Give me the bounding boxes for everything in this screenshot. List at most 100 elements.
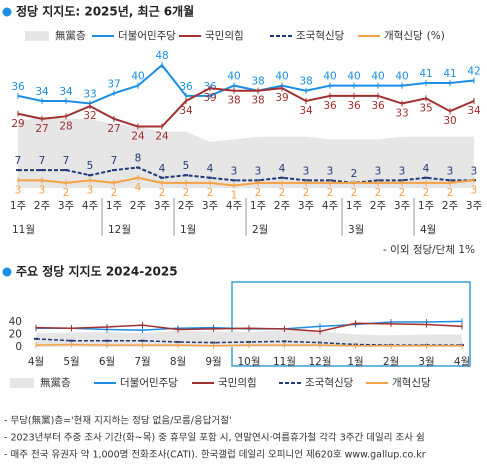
data-label: 2	[159, 187, 166, 199]
data-label: 2	[399, 187, 406, 199]
marker	[280, 176, 284, 179]
line	[17, 87, 475, 128]
marker	[247, 341, 251, 343]
data-label: 36	[323, 100, 337, 112]
data-label: 2	[447, 187, 454, 199]
x-tick-label: 2주	[274, 200, 291, 212]
data-label: 5	[183, 160, 190, 172]
data-label: 34	[59, 86, 73, 98]
data-label: 24	[131, 131, 145, 143]
title-bullet	[2, 7, 12, 17]
data-label: 2	[375, 187, 382, 199]
marker	[232, 179, 236, 182]
data-label: 3	[303, 165, 310, 177]
month-label: 4월	[420, 224, 436, 236]
x-tick-label: 4주	[226, 200, 243, 212]
data-label: 36	[11, 81, 25, 93]
data-label: 38	[299, 76, 312, 88]
x-tick-label: 6월	[99, 356, 115, 368]
marker	[34, 337, 38, 340]
data-label: 38	[251, 76, 264, 88]
x-tick-label: 3주	[58, 200, 75, 212]
x-tick-label: 1주	[418, 200, 435, 212]
data-label: 27	[35, 123, 48, 135]
data-label: 35	[419, 102, 432, 114]
footnote: - 무당(無黨)층='현재 지지하는 정당 없음/모름/응답거절'	[4, 415, 232, 427]
marker	[184, 174, 188, 177]
data-label: 2	[327, 187, 334, 199]
x-tick-label: 7월	[134, 356, 150, 368]
x-tick-label: 4월	[454, 356, 470, 368]
month-label: 11월	[12, 224, 35, 236]
data-label: 34	[299, 105, 313, 117]
data-label: 2	[351, 187, 358, 199]
marker	[282, 340, 287, 343]
marker	[140, 339, 145, 342]
title-bullet	[2, 267, 12, 277]
data-label: 4	[207, 163, 214, 175]
data-label: 2	[351, 168, 358, 180]
data-label: 2	[423, 187, 430, 199]
legend-label: 조국혁신당	[305, 377, 354, 389]
data-label: 5	[87, 160, 94, 172]
data-label: 4	[135, 182, 142, 194]
marker	[69, 339, 74, 342]
x-tick-label: 3월	[418, 356, 434, 368]
data-label: 40	[131, 71, 144, 83]
marker	[105, 339, 109, 342]
y-tick-label: 0	[15, 341, 22, 353]
x-tick-label: 1월	[347, 356, 363, 368]
data-label: 40	[227, 71, 240, 83]
data-label: 3	[399, 165, 406, 177]
x-tick-label: 2주	[34, 200, 51, 212]
marker	[160, 176, 164, 179]
data-label: 40	[323, 71, 336, 83]
x-tick-label: 12월	[308, 356, 331, 368]
data-label: 40	[371, 71, 384, 83]
data-label: 27	[107, 123, 120, 135]
data-label: 3	[471, 165, 478, 177]
data-label: 24	[155, 131, 169, 143]
x-tick-label: 3주	[154, 200, 171, 212]
x-tick-label: 3주	[202, 200, 219, 212]
data-label: 34	[467, 105, 481, 117]
legend-label: 無黨층	[40, 376, 71, 389]
x-tick-label: 10월	[237, 356, 260, 368]
data-label: 1	[231, 189, 238, 201]
legend-label: 조국혁신당	[296, 30, 345, 42]
data-label: 34	[35, 86, 49, 98]
footnote: - 매주 전국 유권자 약 1,000명 전화조사(CATI). 한국갤럽 데일…	[4, 449, 426, 461]
y-tick-label: 20	[9, 329, 22, 341]
legend-label: 더불어민주당	[120, 377, 178, 389]
data-label: 41	[419, 68, 432, 80]
data-label: 2	[207, 187, 214, 199]
x-tick-label: 11월	[273, 356, 296, 368]
data-label: 36	[371, 100, 385, 112]
data-label: 33	[395, 108, 408, 120]
month-label: 2월	[252, 224, 268, 236]
data-label: 36	[347, 100, 361, 112]
x-tick-label: 4월	[28, 356, 44, 368]
data-label: 42	[467, 65, 480, 77]
data-label: 2	[279, 187, 286, 199]
x-tick-label: 2주	[178, 200, 195, 212]
x-tick-label: 3주	[298, 200, 315, 212]
footnote: - 2023년부터 주중 조사 기간(화~목) 중 휴무일 포함 시, 연말연시…	[4, 432, 425, 444]
x-tick-label: 4주	[322, 200, 339, 212]
data-label: 2	[63, 187, 70, 199]
data-label: 3	[231, 165, 238, 177]
chart-title: 정당 지지도: 2025년, 최근 6개월	[16, 4, 194, 19]
data-label: 7	[111, 155, 118, 167]
x-tick-label: 2주	[370, 200, 387, 212]
data-label: 32	[83, 110, 96, 122]
data-label: 39	[203, 92, 216, 104]
marker	[136, 166, 140, 169]
data-label: 3	[447, 165, 454, 177]
x-tick-label: 1주	[346, 200, 363, 212]
data-label: 8	[135, 153, 142, 165]
x-tick-label: 9월	[205, 356, 221, 368]
data-label: 7	[15, 155, 22, 167]
data-label: 4	[279, 163, 286, 175]
data-label: 2	[303, 187, 310, 199]
